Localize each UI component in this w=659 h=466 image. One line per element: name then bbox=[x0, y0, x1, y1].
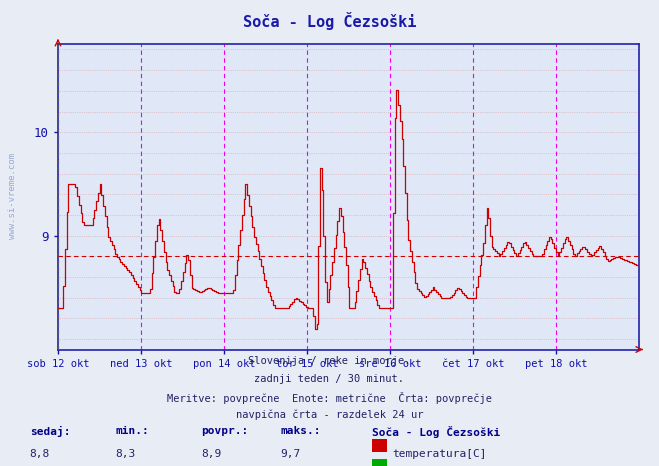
Text: 8,3: 8,3 bbox=[115, 449, 136, 459]
Text: sedaj:: sedaj: bbox=[30, 426, 70, 438]
Text: 8,8: 8,8 bbox=[30, 449, 50, 459]
Text: 8,9: 8,9 bbox=[201, 449, 221, 459]
Text: zadnji teden / 30 minut.: zadnji teden / 30 minut. bbox=[254, 374, 405, 384]
Text: www.si-vreme.com: www.si-vreme.com bbox=[8, 153, 17, 239]
Text: Meritve: povprečne  Enote: metrične  Črta: povprečje: Meritve: povprečne Enote: metrične Črta:… bbox=[167, 392, 492, 404]
Text: 9,7: 9,7 bbox=[280, 449, 301, 459]
Text: povpr.:: povpr.: bbox=[201, 426, 248, 436]
Text: maks.:: maks.: bbox=[280, 426, 320, 436]
Text: temperatura[C]: temperatura[C] bbox=[392, 449, 486, 459]
Text: Soča - Log Čezsoški: Soča - Log Čezsoški bbox=[372, 426, 501, 439]
Text: min.:: min.: bbox=[115, 426, 149, 436]
Text: Soča - Log Čezsoški: Soča - Log Čezsoški bbox=[243, 12, 416, 30]
Text: Slovenija / reke in morje.: Slovenija / reke in morje. bbox=[248, 356, 411, 366]
Text: navpična črta - razdelek 24 ur: navpična črta - razdelek 24 ur bbox=[236, 410, 423, 420]
